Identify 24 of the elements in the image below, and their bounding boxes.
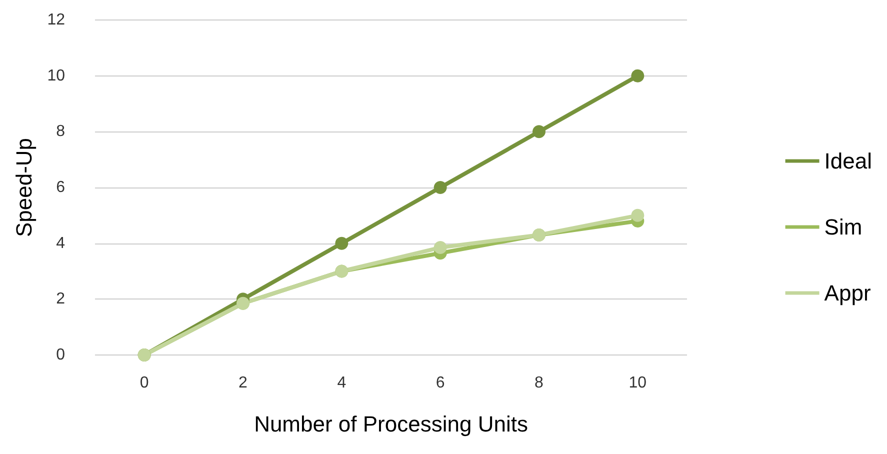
x-tick-label: 10: [628, 374, 647, 392]
legend-label: Appr: [824, 280, 871, 306]
point: [434, 241, 447, 254]
x-tick-label: 4: [337, 374, 346, 392]
x-tick-label: 6: [436, 374, 445, 392]
y-tick-label: 4: [56, 234, 66, 252]
y-axis-title: Speed-Up: [12, 138, 36, 238]
legend-label: Ideal: [824, 148, 872, 174]
x-tick-label: 0: [140, 374, 149, 392]
y-tick-label: 10: [47, 67, 66, 84]
point: [532, 125, 546, 138]
x-tick-label: 2: [238, 374, 248, 392]
y-tick-label: 8: [56, 123, 66, 140]
point: [631, 208, 644, 222]
x-axis-title: Number of Processing Units: [254, 412, 528, 436]
y-tick-label: 0: [56, 346, 66, 364]
x-tick-label: 8: [534, 374, 544, 392]
legend-label: Sim: [824, 214, 862, 240]
point: [434, 181, 447, 194]
y-tick-label: 2: [56, 290, 66, 308]
y-tick-label: 12: [47, 12, 66, 28]
point: [335, 236, 348, 250]
y-tick-label: 6: [56, 179, 66, 196]
point: [631, 69, 644, 82]
